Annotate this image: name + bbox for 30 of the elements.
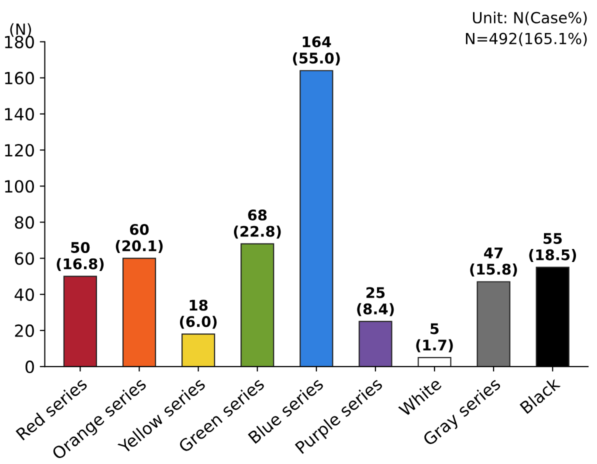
data-label: 50 (16.8)	[56, 242, 104, 272]
bar	[418, 356, 452, 367]
bar	[182, 334, 216, 367]
bar	[300, 70, 334, 367]
bar	[476, 281, 510, 367]
y-tick-label: 120	[5, 144, 34, 157]
y-tick-label: 160	[5, 72, 34, 84]
data-label: 47 (15.8)	[470, 248, 517, 276]
bar	[240, 243, 274, 367]
data-label: 18 (6.0)	[180, 300, 217, 329]
text: Unit: N(Case%)	[473, 12, 587, 26]
data-label: 5 (1.7)	[416, 323, 453, 352]
y-tick-label: 0	[26, 360, 34, 374]
y-tick-label: 80	[14, 216, 34, 229]
y-tick-label: 20	[15, 324, 34, 338]
y-tick-label: 60	[15, 252, 34, 265]
y-tick-label: 180	[5, 36, 34, 48]
data-label: 68 (22.8)	[234, 210, 281, 239]
y-axis-title: (N)	[10, 23, 31, 37]
data-label: 55 (18.5)	[529, 233, 576, 262]
y-tick-label: 140	[5, 108, 34, 121]
data-label: 164 (55.0)	[293, 36, 340, 66]
bar	[358, 320, 392, 367]
y-tick-label: 40	[14, 288, 34, 301]
data-label: 25 (8.4)	[357, 287, 394, 316]
y-tick-label: 100	[5, 180, 34, 193]
bar	[63, 276, 97, 367]
data-label: 60 (20.1)	[116, 224, 163, 254]
annotation: N=492(165.1%)	[466, 32, 587, 46]
bar	[122, 258, 156, 367]
